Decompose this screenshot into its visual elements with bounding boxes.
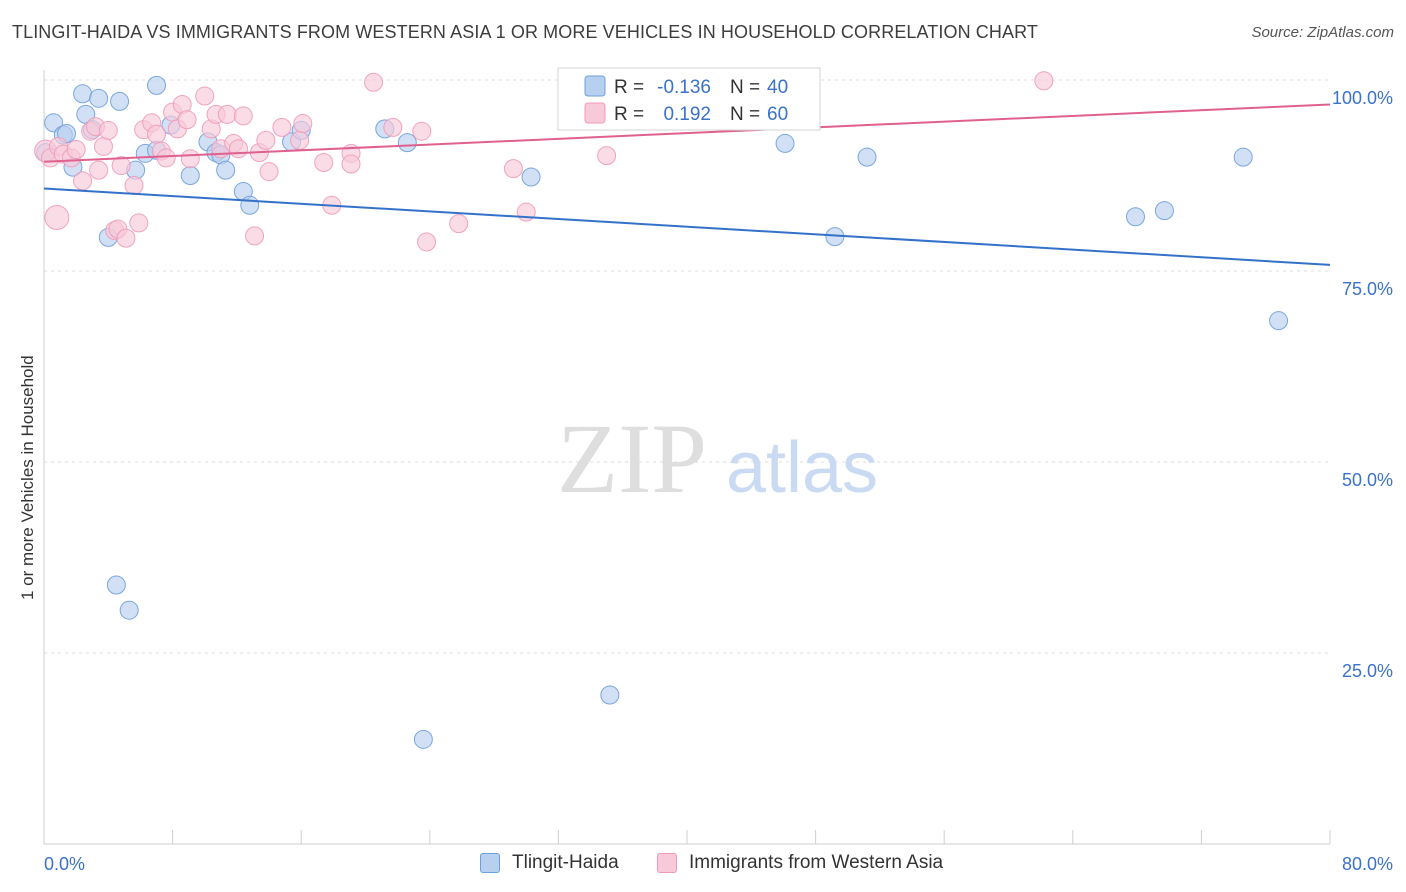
y-axis-title: 1 or more Vehicles in Household: [18, 355, 37, 600]
point-immigrants-western-asia-36: [233, 106, 253, 126]
point-immigrants-western-asia-18: [129, 213, 149, 233]
watermark-atlas: atlas: [726, 428, 878, 508]
series-legend: Tlingit-Haida Immigrants from Western As…: [0, 850, 1406, 880]
y-tick-labels: 100.0% 75.0% 50.0% 25.0%: [1332, 88, 1393, 681]
point-immigrants-western-asia-35: [229, 139, 249, 159]
point-immigrants-western-asia-11: [93, 136, 113, 156]
source-label: Source: ZipAtlas.com: [1251, 24, 1394, 41]
grid: [44, 79, 1330, 654]
point-tlingit-haida-39: [1269, 311, 1289, 331]
point-immigrants-western-asia-12: [98, 120, 118, 140]
trend-lines: [43, 103, 1331, 266]
point-immigrants-western-asia-55: [597, 146, 617, 166]
point-immigrants-western-asia-23: [156, 148, 176, 168]
legend-r-value-2: 0.192: [663, 104, 711, 125]
point-immigrants-western-asia-43: [293, 114, 313, 134]
legend-r-value-1: -0.136: [657, 77, 711, 98]
point-tlingit-haida-22: [216, 160, 236, 180]
point-immigrants-western-asia-29: [195, 86, 215, 106]
legend-swatch-immigrants-western-asia: [657, 853, 677, 873]
point-immigrants-western-asia-40: [259, 162, 279, 182]
legend-swatch-blue: [584, 75, 606, 97]
point-immigrants-western-asia-57: [1034, 71, 1054, 91]
y-tick-label-1: 75.0%: [1342, 279, 1393, 299]
point-immigrants-western-asia-37: [245, 226, 265, 246]
point-immigrants-western-asia-52: [449, 214, 469, 234]
y-tick-label-2: 50.0%: [1342, 470, 1393, 490]
legend-n-label-1: N =: [730, 77, 760, 98]
point-tlingit-haida-11: [106, 575, 126, 595]
x-tick-label-max: 80.0%: [1342, 854, 1393, 874]
point-tlingit-haida-36: [1125, 207, 1145, 227]
point-immigrants-western-asia-47: [341, 154, 361, 174]
legend-n-label-2: N =: [730, 104, 760, 125]
legend-r-label-2: R =: [614, 104, 644, 125]
point-immigrants-western-asia-49: [383, 117, 403, 137]
point-immigrants-western-asia-15: [111, 156, 131, 176]
point-tlingit-haida-37: [1154, 201, 1174, 221]
y-tick-label-0: 100.0%: [1332, 88, 1393, 108]
trend-line-tlingit-haida: [43, 187, 1331, 266]
point-tlingit-haida-12: [119, 600, 139, 620]
point-immigrants-western-asia-44: [314, 153, 334, 173]
y-tick-label-3: 25.0%: [1342, 661, 1393, 681]
point-immigrants-western-asia-17: [124, 175, 144, 195]
legend-r-label-1: R =: [614, 77, 644, 98]
point-tlingit-haida-30: [521, 167, 541, 187]
point-tlingit-haida-15: [147, 75, 167, 95]
point-immigrants-western-asia-53: [503, 159, 523, 179]
point-tlingit-haida-18: [180, 166, 200, 185]
point-tlingit-haida-29: [413, 729, 433, 749]
x-tick-labels: 0.0% 80.0%: [44, 854, 1393, 874]
point-immigrants-western-asia-16: [116, 228, 136, 248]
point-immigrants-western-asia-41: [272, 117, 292, 137]
point-immigrants-western-asia-10: [89, 160, 109, 180]
point-immigrants-western-asia-2: [44, 205, 70, 231]
points: [34, 71, 1289, 749]
point-immigrants-western-asia-7: [73, 171, 93, 191]
point-tlingit-haida-31: [600, 685, 620, 705]
legend-label-immigrants-western-asia: Immigrants from Western Asia: [689, 852, 944, 873]
point-tlingit-haida-5: [73, 84, 93, 104]
trend-line-immigrants-western-asia: [43, 103, 1331, 163]
axes: [43, 70, 1331, 845]
legend-item-immigrants-western-asia[interactable]: Immigrants from Western Asia: [657, 852, 943, 874]
stats-legend: R = -0.136 N = 40 R = 0.192 N = 60: [557, 67, 821, 131]
point-tlingit-haida-35: [857, 147, 877, 167]
chart-title: TLINGIT-HAIDA VS IMMIGRANTS FROM WESTERN…: [12, 22, 1038, 42]
point-tlingit-haida-8: [89, 88, 109, 108]
point-tlingit-haida-33: [775, 133, 795, 153]
point-immigrants-western-asia-51: [417, 232, 437, 252]
legend-label-tlingit-haida: Tlingit-Haida: [512, 852, 619, 873]
point-tlingit-haida-28: [397, 133, 417, 153]
watermark-zip: ZIP: [557, 403, 707, 514]
point-immigrants-western-asia-21: [147, 124, 167, 144]
x-tick-label-min: 0.0%: [44, 854, 85, 874]
legend-n-value-1: 40: [767, 77, 788, 98]
watermark: ZIP atlas: [557, 403, 878, 514]
point-tlingit-haida-10: [110, 91, 130, 111]
point-immigrants-western-asia-50: [412, 121, 432, 141]
legend-swatch-tlingit-haida: [480, 853, 500, 873]
point-tlingit-haida-38: [1233, 147, 1253, 167]
point-tlingit-haida-24: [240, 195, 260, 215]
point-immigrants-western-asia-28: [180, 149, 200, 169]
point-immigrants-western-asia-27: [177, 110, 197, 130]
point-immigrants-western-asia-6: [66, 140, 86, 160]
point-immigrants-western-asia-39: [256, 130, 276, 150]
legend-swatch-pink: [584, 102, 606, 124]
point-immigrants-western-asia-42: [290, 130, 310, 150]
legend-n-value-2: 60: [767, 104, 788, 125]
point-immigrants-western-asia-48: [364, 72, 384, 92]
point-immigrants-western-asia-33: [217, 104, 237, 124]
legend-item-tlingit-haida[interactable]: Tlingit-Haida: [480, 852, 619, 874]
